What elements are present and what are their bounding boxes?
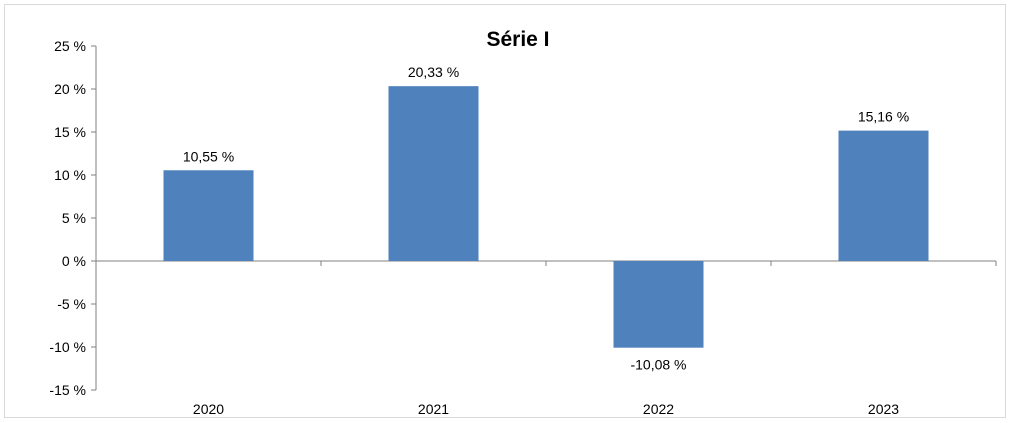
bar-2023: [838, 130, 929, 261]
chart-title: Série I: [486, 28, 549, 51]
y-tick-label: 15 %: [54, 124, 86, 140]
bar-2021: [388, 86, 479, 261]
x-tick-label: 2023: [868, 401, 899, 417]
bar-2020: [163, 170, 254, 261]
data-label-2022: -10,08 %: [630, 357, 686, 373]
y-tick-label: 10 %: [54, 167, 86, 183]
bars: [163, 86, 929, 348]
y-tick-label: 20 %: [54, 81, 86, 97]
x-tick-label: 2021: [418, 401, 449, 417]
y-tick-label: 0 %: [62, 253, 86, 269]
data-label-2021: 20,33 %: [408, 64, 459, 80]
data-label-2020: 10,55 %: [183, 148, 234, 164]
data-labels: 10,55 % 20,33 % -10,08 % 15,16 %: [183, 64, 909, 373]
bar-2022: [613, 261, 704, 348]
data-label-2023: 15,16 %: [858, 109, 909, 125]
y-tick-label: -15 %: [49, 382, 86, 398]
x-tick-label: 2022: [643, 401, 674, 417]
y-tick-label: -10 %: [49, 339, 86, 355]
y-tick-label: -5 %: [57, 296, 86, 312]
y-tick-label: 5 %: [62, 210, 86, 226]
x-tick-label: 2020: [193, 401, 224, 417]
y-tick-label: 25 %: [54, 38, 86, 54]
